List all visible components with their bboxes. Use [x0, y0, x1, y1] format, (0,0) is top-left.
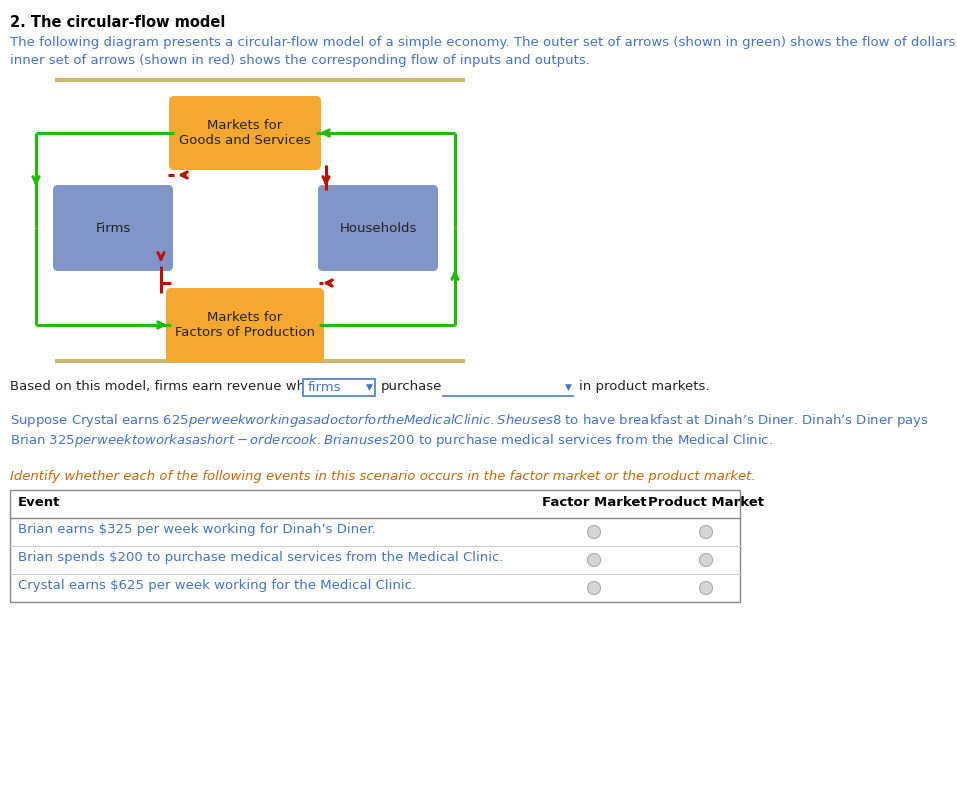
- Text: Factor Market: Factor Market: [542, 496, 646, 509]
- Text: Crystal earns $625 per week working for the Medical Clinic.: Crystal earns $625 per week working for …: [18, 579, 416, 592]
- Circle shape: [700, 526, 713, 538]
- Text: Markets for
Factors of Production: Markets for Factors of Production: [175, 311, 315, 339]
- Text: Suppose Crystal earns $625 per week working as a doctor for the Medical Clinic. : Suppose Crystal earns $625 per week work…: [10, 412, 928, 429]
- Text: ▼: ▼: [366, 383, 373, 392]
- Text: Event: Event: [18, 496, 60, 509]
- Bar: [10, 490, 740, 602]
- FancyBboxPatch shape: [303, 379, 375, 396]
- Text: Brian $325 per week to work as a short-order cook. Brian uses $200 to purchase m: Brian $325 per week to work as a short-o…: [10, 432, 773, 449]
- Text: firms: firms: [308, 381, 342, 394]
- FancyBboxPatch shape: [169, 96, 321, 170]
- Circle shape: [700, 553, 713, 567]
- Text: Brian earns $325 per week working for Dinah’s Diner.: Brian earns $325 per week working for Di…: [18, 523, 376, 536]
- Text: 2. The circular-flow model: 2. The circular-flow model: [10, 15, 226, 30]
- Circle shape: [588, 526, 600, 538]
- Text: purchase: purchase: [381, 380, 442, 393]
- Text: Households: Households: [340, 221, 416, 235]
- Text: ▼: ▼: [565, 383, 572, 392]
- Text: Identify whether each of the following events in this scenario occurs in the fac: Identify whether each of the following e…: [10, 470, 756, 483]
- Text: Product Market: Product Market: [648, 496, 764, 509]
- FancyBboxPatch shape: [318, 185, 438, 271]
- Text: Markets for
Goods and Services: Markets for Goods and Services: [179, 119, 311, 147]
- Text: Based on this model, firms earn revenue when: Based on this model, firms earn revenue …: [10, 380, 322, 393]
- Circle shape: [700, 582, 713, 594]
- FancyBboxPatch shape: [166, 288, 324, 362]
- Text: inner set of arrows (shown in red) shows the corresponding flow of inputs and ou: inner set of arrows (shown in red) shows…: [10, 54, 590, 67]
- Text: in product markets.: in product markets.: [579, 380, 709, 393]
- Circle shape: [588, 582, 600, 594]
- Circle shape: [588, 553, 600, 567]
- Text: Firms: Firms: [96, 221, 130, 235]
- FancyBboxPatch shape: [53, 185, 173, 271]
- Text: The following diagram presents a circular-flow model of a simple economy. The ou: The following diagram presents a circula…: [10, 36, 957, 49]
- Text: Brian spends $200 to purchase medical services from the Medical Clinic.: Brian spends $200 to purchase medical se…: [18, 551, 503, 564]
